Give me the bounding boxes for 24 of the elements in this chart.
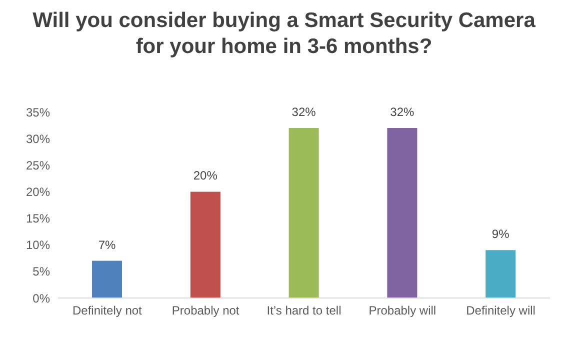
data-label: 20% xyxy=(193,168,218,183)
y-tick-label: 30% xyxy=(26,132,50,146)
bar xyxy=(288,128,319,298)
y-tick-label: 0% xyxy=(32,291,50,306)
y-tick-label: 20% xyxy=(26,184,50,199)
x-tick-label: It’s hard to tell xyxy=(266,304,342,318)
bar xyxy=(92,260,122,298)
data-label: 9% xyxy=(492,227,510,242)
y-tick-label: 10% xyxy=(26,238,50,252)
x-tick-label: Definitely not xyxy=(72,304,143,318)
chart-title: Will you consider buying a Smart Security Camera for your home in 3-6 months? xyxy=(32,8,536,60)
y-tick-label: 5% xyxy=(32,264,50,279)
x-tick-label: Probably not xyxy=(172,304,240,318)
x-tick-label: Probably will xyxy=(368,304,436,318)
y-tick-label: 25% xyxy=(26,158,50,172)
data-label: 7% xyxy=(98,238,116,252)
bar xyxy=(486,250,516,298)
data-label: 32% xyxy=(390,104,415,119)
data-label: 32% xyxy=(292,104,316,119)
x-tick-label: Definitely will xyxy=(466,304,536,318)
y-tick-label: 35% xyxy=(26,105,50,120)
bar xyxy=(387,128,418,298)
y-tick-label: 15% xyxy=(26,212,50,226)
bar xyxy=(190,192,220,298)
